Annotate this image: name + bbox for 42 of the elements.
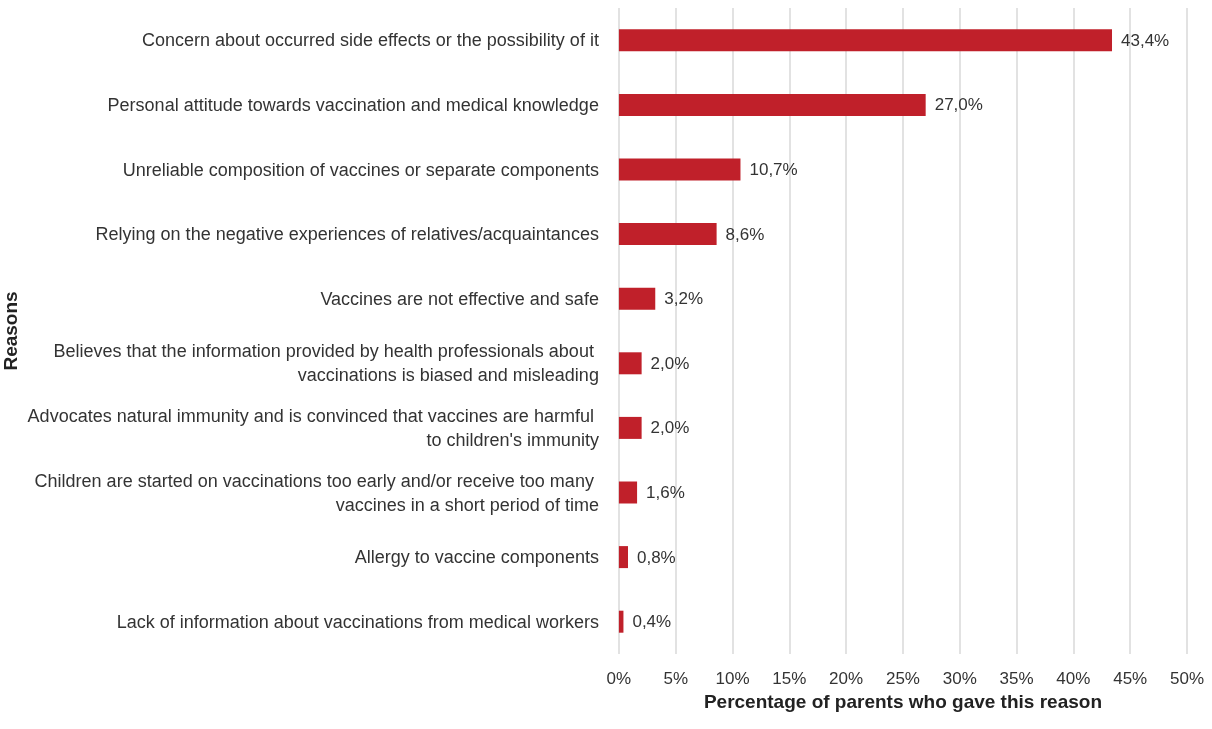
bar — [618, 223, 717, 246]
bar — [618, 481, 638, 504]
x-axis-title: Percentage of parents who gave this reason — [703, 691, 1102, 712]
y-tick-label: Children are started on vaccinations too early and/or receive too many vaccines in a short period of time — [34, 470, 599, 515]
y-tick-label: Allergy to vaccine components — [354, 547, 599, 568]
x-tick-label: 15% — [772, 669, 807, 688]
y-tick-label: Unreliable composition of vaccines or separate components — [122, 159, 599, 180]
y-tick-label: Lack of information about vaccinations from medical workers — [116, 611, 599, 632]
bar — [618, 352, 642, 375]
y-tick-label: Concern about occurred side effects or the possibility of it — [141, 30, 599, 51]
data-label: 10,7% — [749, 160, 798, 179]
x-tick-label: 50% — [1169, 669, 1205, 688]
y-tick-label: Advocates natural immunity and is convinced that vaccines are harmful to children's immunity — [27, 405, 599, 450]
data-label: 1,6% — [646, 483, 685, 502]
x-tick-label: 35% — [999, 669, 1034, 688]
x-tick-label: 0% — [606, 669, 632, 688]
bar — [618, 546, 628, 569]
y-tick-label: Vaccines are not effective and safe — [320, 288, 599, 309]
bar — [618, 93, 926, 116]
data-label: 8,6% — [725, 224, 765, 244]
x-tick-label: 20% — [829, 669, 864, 688]
data-label: 2,0% — [650, 353, 690, 373]
bar — [618, 158, 741, 181]
x-tick-label: 5% — [663, 669, 688, 688]
data-label: 43,4% — [1121, 30, 1170, 50]
data-label: 2,0% — [650, 418, 690, 438]
data-label: 0,8% — [636, 547, 676, 567]
bar — [618, 287, 656, 310]
y-axis-title: Reasons — [0, 291, 21, 371]
x-tick-label: 40% — [1056, 669, 1091, 688]
data-label: 27,0% — [934, 95, 983, 115]
bar — [618, 29, 1113, 52]
bar — [618, 416, 642, 439]
y-tick-label: Personal attitude towards vaccination and medical knowledge — [107, 94, 599, 115]
y-tick-label: Believes that the information provided by health professionals about vaccinations is biased and misleading — [53, 341, 599, 386]
data-label: 0,4% — [632, 612, 672, 632]
data-label: 3,2% — [664, 289, 704, 309]
x-tick-label: 45% — [1113, 669, 1148, 688]
x-tick-label: 30% — [942, 669, 977, 688]
x-tick-label: 10% — [715, 669, 750, 688]
y-tick-label: Relying on the negative experiences of relatives/acquaintances — [95, 224, 599, 245]
x-tick-label: 25% — [885, 669, 920, 688]
